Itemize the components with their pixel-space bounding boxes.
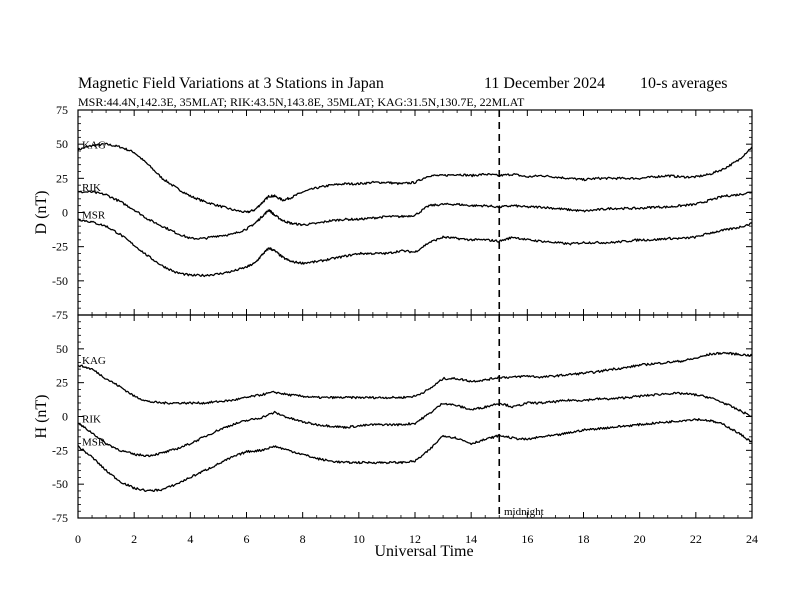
x-tick-label: 20 [634,532,646,546]
x-tick-label: 18 [578,532,590,546]
y-tick-label: 25 [56,171,68,185]
series-label-rik: RIK [82,413,101,425]
chart-date: 11 December 2024 [484,75,605,92]
x-tick-label: 2 [131,532,137,546]
x-tick-label: 6 [244,532,250,546]
plot-frame [77,314,753,519]
x-tick-label: 8 [300,532,306,546]
panel-d: 75 50 25 0 -25 -50 -75 D (nT) KAG RIK MSR [33,103,753,322]
plot-frame [77,109,753,316]
chart-averaging: 10-s averages [640,75,728,92]
x-axis: 0 2 4 6 8 10 12 14 16 18 20 22 24 [75,532,758,546]
y-axis-label: H (nT) [33,395,50,439]
x-tick-label: 12 [409,532,421,546]
y-tick-label: 0 [62,410,68,424]
series-label-kag: KAG [82,355,106,367]
y-tick-label: -75 [52,308,68,322]
y-tick-label: 25 [56,376,68,390]
series-label-msr: MSR [82,436,106,448]
y-tick-label: 0 [62,206,68,220]
midnight-label: midnight [504,506,544,518]
y-tick-label: -25 [52,240,68,254]
series-line-msr [77,418,753,493]
series-label-rik: RIK [82,182,101,194]
stations-line: MSR:44.4N,142.3E, 35MLAT; RIK:43.5N,143.… [78,95,525,109]
panel-h: 50 25 0 -25 -50 -75 H (nT) KAG RIK MSR [33,314,753,525]
y-tick-label: 50 [56,137,68,151]
series-line-msr [77,218,753,278]
series-line-rik [77,391,753,458]
x-tick-label: 24 [746,532,758,546]
x-tick-label: 10 [353,532,365,546]
x-tick-label: 16 [521,532,533,546]
y-tick-label: -75 [52,511,68,525]
y-tick-label: -25 [52,443,68,457]
y-tick-label: -50 [52,274,68,288]
x-tick-label: 0 [75,532,81,546]
series-line-kag [77,142,753,214]
series-line-rik [78,190,753,240]
chart-title: Magnetic Field Variations at 3 Stations … [78,75,384,92]
series-label-kag: KAG [82,140,106,152]
x-tick-label: 4 [187,532,193,546]
x-tick-label: 22 [690,532,702,546]
x-axis-label: Universal Time [374,543,473,560]
y-tick-label: 75 [56,103,68,117]
y-axis-label: D (nT) [33,191,50,235]
y-tick-label: 50 [56,342,68,356]
series-label-msr: MSR [82,209,106,221]
series-line-kag [77,351,753,405]
x-tick-label: 14 [465,532,477,546]
y-tick-label: -50 [52,477,68,491]
